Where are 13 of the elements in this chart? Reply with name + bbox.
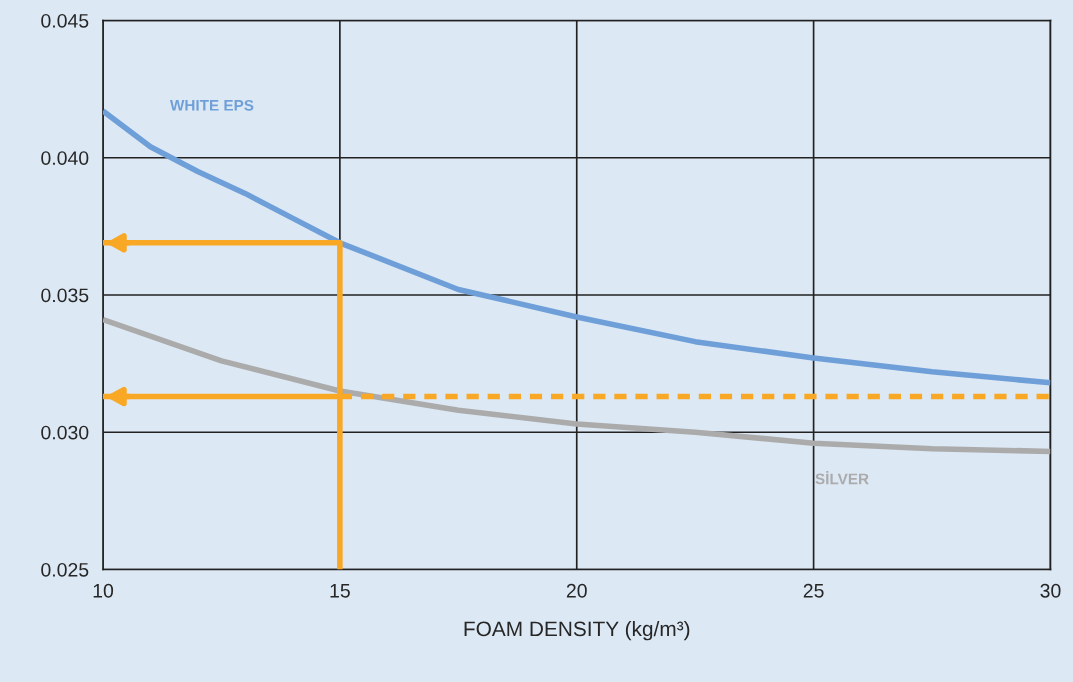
y-tick-label: 0.040 [41, 151, 89, 165]
y-tick-label: 0.045 [41, 13, 89, 28]
x-tick-label: 15 [330, 584, 350, 598]
y-tick-label: 0.025 [41, 562, 89, 577]
text: WHITE EPS [169, 99, 254, 111]
x-tick-label: 30 [1040, 583, 1061, 598]
series-label: SİLVER [815, 471, 869, 485]
x-tick-label: 10 [93, 583, 114, 598]
y-tick-label: 0.030 [41, 425, 89, 440]
x-tick-label: 20 [566, 583, 587, 598]
x-tick-label: 25 [803, 583, 824, 598]
x-axis-title: FOAM DENSITY (kg/m³) [464, 620, 690, 641]
y-tick-label: 0.035 [41, 288, 89, 303]
